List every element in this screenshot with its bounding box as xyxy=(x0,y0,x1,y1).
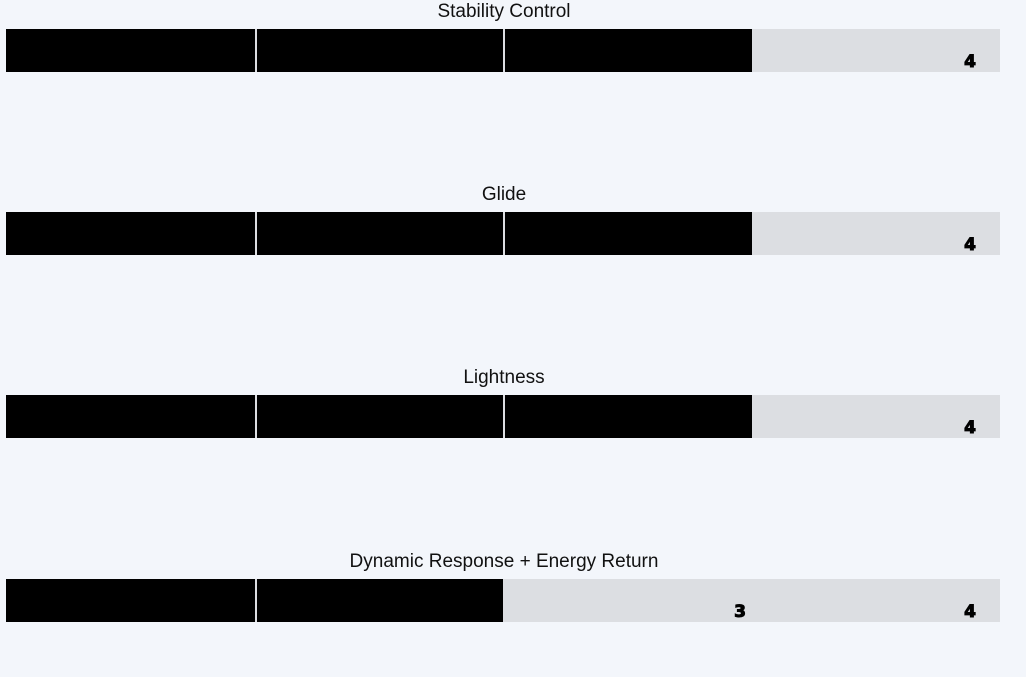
tick-label: 0 xyxy=(8,50,21,71)
tick-label: 4 xyxy=(964,52,977,73)
tick-label: 2 xyxy=(488,50,501,71)
tick-label: 3 xyxy=(734,418,747,439)
tick-label: 4 xyxy=(964,418,977,439)
rating-chart: Lightness 0 1 2 3 4 xyxy=(0,366,1026,486)
bar-segment xyxy=(505,212,752,255)
tick-label: 3 xyxy=(734,52,747,73)
bar-segment xyxy=(6,212,255,255)
tick-label: 0 xyxy=(8,600,21,621)
chart-title: Stability Control xyxy=(437,1,571,22)
bar-segment xyxy=(505,395,752,438)
tick-label: 1 xyxy=(242,233,255,254)
tick-label: 0 xyxy=(8,416,21,437)
tick-label: 0 xyxy=(8,233,21,254)
chart-title: Glide xyxy=(481,184,527,205)
bar-segment xyxy=(256,29,503,72)
chart-title: Dynamic Response + Energy Return xyxy=(349,551,659,572)
bar-segment xyxy=(6,29,255,72)
rating-chart: Dynamic Response + Energy Return 0 1 2 3 4 xyxy=(0,550,1026,670)
tick-label: 3 xyxy=(734,235,747,256)
tick-label: 2 xyxy=(488,600,501,621)
rating-chart: Glide 0 1 2 3 4 xyxy=(0,183,1026,303)
tick-label: 1 xyxy=(242,600,255,621)
bar-segment xyxy=(256,212,503,255)
bar-segment xyxy=(256,579,503,622)
bar-track xyxy=(6,579,1000,622)
tick-label: 4 xyxy=(964,235,977,256)
bar-segment xyxy=(505,29,752,72)
tick-label: 2 xyxy=(488,233,501,254)
bar-track xyxy=(6,29,1000,72)
tick-label: 4 xyxy=(964,602,977,623)
bar-segment xyxy=(6,395,255,438)
tick-label: 1 xyxy=(242,50,255,71)
tick-label: 2 xyxy=(488,416,501,437)
bar-segment xyxy=(6,579,255,622)
bar-track xyxy=(6,395,1000,438)
chart-title: Lightness xyxy=(463,367,545,388)
bar-segment xyxy=(256,395,503,438)
rating-chart: Stability Control 0 1 2 3 4 xyxy=(0,0,1026,120)
tick-label: 1 xyxy=(242,416,255,437)
tick-label: 3 xyxy=(734,602,747,623)
bar-track xyxy=(6,212,1000,255)
